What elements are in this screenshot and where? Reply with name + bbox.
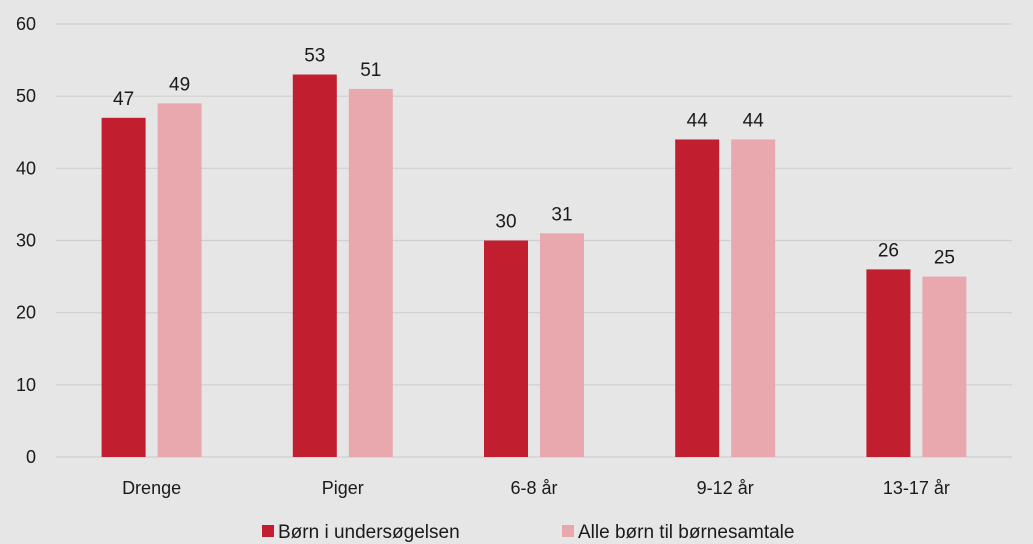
y-tick-label: 40 [16,158,36,178]
bars: 47 49 53 51 30 31 44 44 26 25 [101,46,967,458]
bar-series2 [157,103,202,457]
bar-series1 [484,240,528,457]
bar-series2 [348,88,393,457]
y-tick-label: 60 [16,14,36,34]
y-tick-label: 50 [16,86,36,106]
x-category-label: 13-17 år [883,478,950,498]
data-label: 49 [169,74,190,95]
legend: Børn i undersøgelsen Alle børn til børnes… [262,522,794,543]
y-tick-label: 0 [26,447,36,467]
bar-series1 [101,117,146,458]
x-axis: Drenge Piger 6-8 år 9-12 år 13-17 år [122,478,950,498]
x-category-label: 6-8 år [510,478,557,498]
bar-series2 [922,276,967,457]
y-tick-label: 10 [16,375,36,395]
data-label: 47 [113,89,134,110]
x-category-label: Piger [322,478,364,498]
data-label: 26 [878,240,899,261]
x-category-label: Drenge [122,478,181,498]
data-label: 31 [551,204,572,225]
data-label: 53 [304,46,325,67]
data-label: 44 [687,110,709,131]
gridlines [56,23,1012,458]
bar-series2 [540,233,584,457]
data-label: 44 [743,110,765,131]
bar-series1 [866,269,911,457]
legend-swatch [562,525,574,537]
y-tick-label: 30 [16,231,36,251]
legend-swatch [262,525,274,537]
bar-series1 [675,139,720,457]
bar-series2 [731,139,776,457]
data-label: 30 [495,212,516,233]
data-label: 51 [360,60,381,81]
x-category-label: 9-12 år [697,478,754,498]
bar-series1 [292,74,337,458]
legend-label: Børn i undersøgelsen [278,522,460,543]
data-label: 25 [934,248,955,269]
y-tick-label: 20 [16,303,36,323]
y-axis: 0 10 20 30 40 50 60 [16,14,36,467]
legend-label: Alle børn til børnesamtale [578,522,794,543]
